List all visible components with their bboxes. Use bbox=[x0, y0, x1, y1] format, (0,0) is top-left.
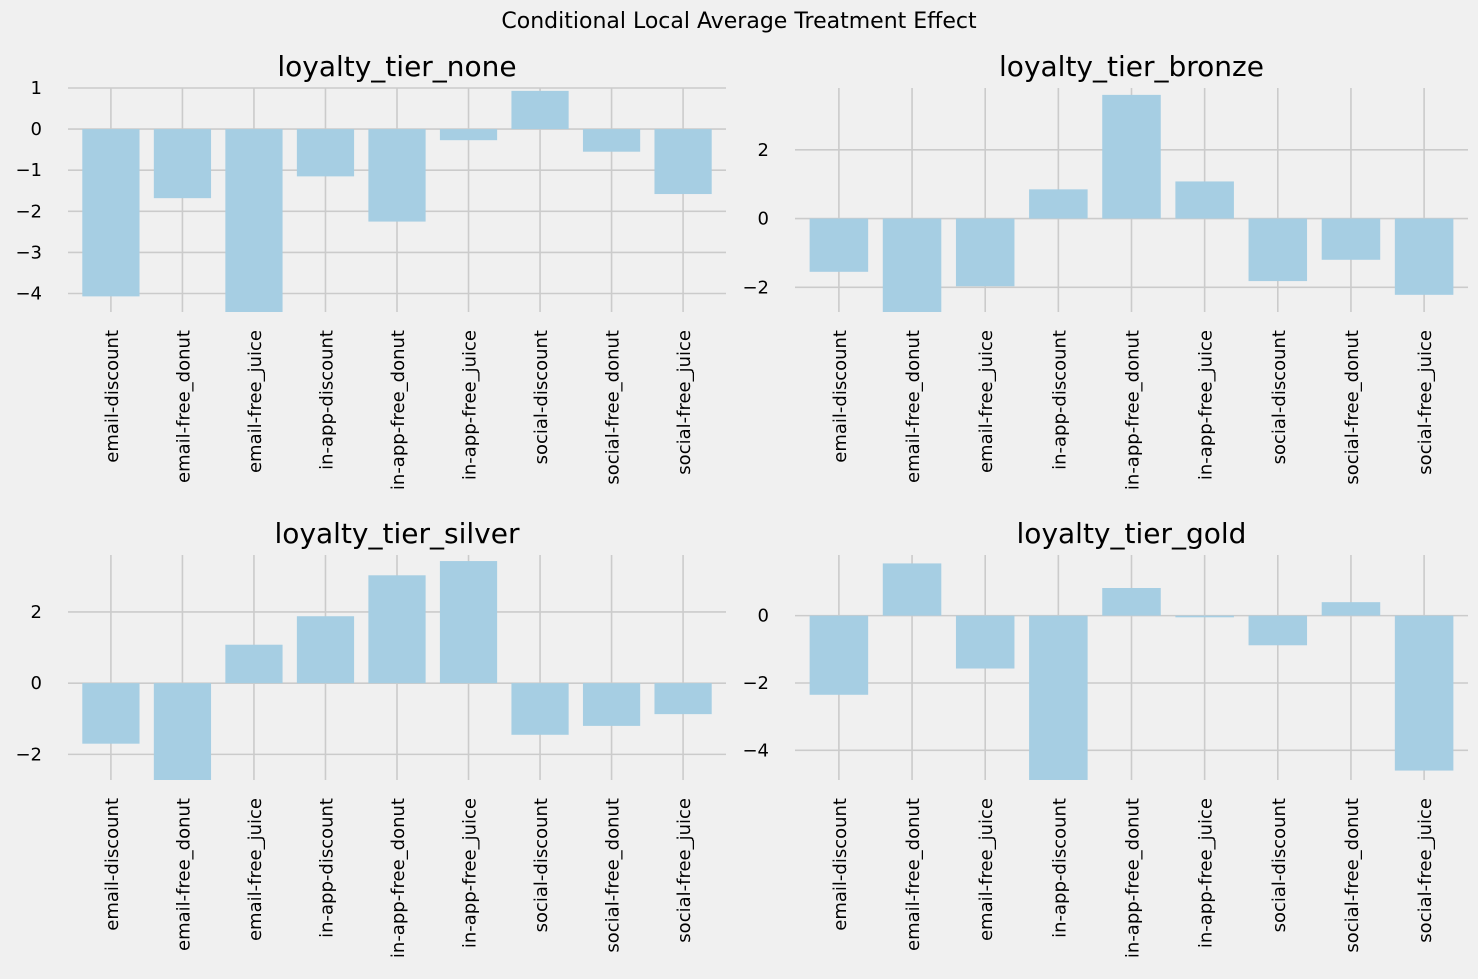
x-tick-label: in-app-discount bbox=[1049, 330, 1070, 470]
bar-social-free_juice bbox=[654, 683, 712, 715]
x-tick-label: in-app-discount bbox=[1049, 798, 1070, 938]
y-tick-label: −2 bbox=[742, 277, 769, 298]
y-tick-label: −4 bbox=[15, 284, 42, 305]
x-tick-label: in-app-free_donut bbox=[1123, 798, 1144, 958]
bar-email-free_donut bbox=[882, 563, 942, 616]
x-tick-label: email-free_juice bbox=[976, 330, 997, 473]
bar-in-app-free_donut bbox=[368, 575, 426, 684]
x-tick-label: in-app-free_juice bbox=[1196, 330, 1217, 480]
x-tick-label: email-free_juice bbox=[245, 330, 266, 473]
x-tick-label: email-discount bbox=[102, 330, 123, 463]
x-tick-label: social-free_donut bbox=[603, 330, 624, 485]
x-tick-label: email-discount bbox=[830, 330, 851, 463]
bar-email-discount bbox=[809, 615, 869, 695]
x-tick-label: social-discount bbox=[531, 330, 552, 464]
y-tick-label: −2 bbox=[15, 201, 42, 222]
bar-social-discount bbox=[511, 90, 569, 130]
x-tick-label: social-free_donut bbox=[1342, 330, 1363, 485]
x-tick-label: social-discount bbox=[1269, 798, 1290, 932]
bar-in-app-free_donut bbox=[1102, 588, 1161, 616]
y-tick-label: 0 bbox=[31, 119, 42, 140]
x-tick-label: in-app-free_juice bbox=[460, 330, 481, 480]
bar-email-discount bbox=[82, 129, 140, 297]
x-tick-label: social-free_donut bbox=[1342, 798, 1363, 953]
x-tick-label: in-app-discount bbox=[316, 798, 337, 938]
x-tick-label: email-free_juice bbox=[245, 798, 266, 941]
figure-suptitle: Conditional Local Average Treatment Effe… bbox=[501, 9, 977, 34]
subplot-1: loyalty_tier_bronze 2 0 −2 email-discount ema… bbox=[742, 50, 1468, 490]
bar-in-app-free_donut bbox=[1102, 94, 1161, 219]
bar-social-free_donut bbox=[1321, 218, 1381, 260]
bar-email-free_juice bbox=[225, 129, 283, 312]
bar-email-free_donut bbox=[153, 683, 212, 780]
subplot-title: loyalty_tier_gold bbox=[1017, 517, 1247, 550]
bar-email-free_juice bbox=[955, 615, 1015, 669]
bar-in-app-discount bbox=[296, 616, 355, 684]
bar-email-free_juice bbox=[955, 218, 1015, 287]
x-tick-label: email-free_donut bbox=[173, 330, 194, 483]
x-tick-label: email-free_juice bbox=[976, 798, 997, 941]
bar-social-free_juice bbox=[654, 129, 712, 195]
x-tick-label: email-free_donut bbox=[903, 798, 924, 951]
y-tick-label: −4 bbox=[742, 740, 769, 761]
y-tick-label: 2 bbox=[758, 140, 769, 161]
x-tick-label: social-discount bbox=[531, 798, 552, 932]
y-tick-label: 0 bbox=[758, 606, 769, 627]
x-tick-label: in-app-free_juice bbox=[1196, 798, 1217, 948]
y-tick-label: −2 bbox=[742, 673, 769, 694]
bar-email-free_juice bbox=[225, 644, 283, 684]
bar-social-free_donut bbox=[1321, 602, 1381, 616]
subplot-2: loyalty_tier_silver 2 0 −2 email-discount ema… bbox=[15, 517, 726, 958]
x-tick-label: in-app-free_juice bbox=[460, 798, 481, 948]
subplot-title: loyalty_tier_bronze bbox=[999, 50, 1264, 83]
subplot-title: loyalty_tier_none bbox=[277, 50, 516, 83]
bar-social-discount bbox=[1248, 218, 1308, 282]
bar-social-free_juice bbox=[1394, 218, 1454, 295]
x-tick-label: social-free_juice bbox=[674, 798, 695, 943]
x-tick-label: social-free_juice bbox=[1415, 330, 1436, 475]
bar-in-app-free_juice bbox=[1175, 615, 1234, 618]
bar-social-free_donut bbox=[582, 129, 641, 152]
y-tick-label: 1 bbox=[31, 78, 42, 99]
x-tick-label: social-free_donut bbox=[603, 798, 624, 953]
bar-in-app-free_juice bbox=[439, 129, 498, 141]
x-tick-label: in-app-discount bbox=[316, 330, 337, 470]
bar-email-free_donut bbox=[153, 129, 212, 199]
bar-in-app-discount bbox=[1029, 189, 1088, 219]
x-tick-label: social-free_juice bbox=[674, 330, 695, 475]
y-tick-label: 2 bbox=[31, 602, 42, 623]
x-tick-label: in-app-free_donut bbox=[1123, 330, 1144, 490]
y-tick-label: 0 bbox=[758, 209, 769, 230]
bar-in-app-free_juice bbox=[1175, 181, 1234, 219]
x-tick-label: in-app-free_donut bbox=[388, 798, 409, 958]
bar-social-free_juice bbox=[1394, 615, 1454, 771]
x-tick-label: email-free_donut bbox=[173, 798, 194, 951]
bar-social-discount bbox=[511, 683, 569, 735]
subplot-3: loyalty_tier_gold 0 −2 −4 email-discount emai… bbox=[742, 517, 1468, 958]
bar-email-discount bbox=[82, 683, 140, 744]
bar-in-app-discount bbox=[296, 129, 355, 177]
y-tick-label: −3 bbox=[15, 242, 42, 263]
x-tick-label: social-free_juice bbox=[1415, 798, 1436, 943]
bar-in-app-free_donut bbox=[368, 129, 426, 222]
x-tick-label: email-discount bbox=[102, 798, 123, 931]
bar-email-free_donut bbox=[882, 218, 942, 312]
x-tick-label: in-app-free_donut bbox=[388, 330, 409, 490]
x-tick-label: social-discount bbox=[1269, 330, 1290, 464]
y-tick-label: 0 bbox=[31, 673, 42, 694]
y-tick-label: −2 bbox=[15, 744, 42, 765]
subplot-title: loyalty_tier_silver bbox=[275, 517, 520, 550]
bar-social-free_donut bbox=[582, 683, 641, 726]
y-tick-label: −1 bbox=[15, 160, 42, 181]
x-tick-label: email-discount bbox=[830, 798, 851, 931]
bar-social-discount bbox=[1248, 615, 1308, 646]
bar-in-app-discount bbox=[1029, 615, 1088, 780]
subplot-0: loyalty_tier_none 1 0 −1 −2 −3 −4 email-discoun… bbox=[15, 50, 726, 490]
x-tick-label: email-free_donut bbox=[903, 330, 924, 483]
bar-email-discount bbox=[809, 218, 869, 272]
bar-in-app-free_juice bbox=[439, 561, 498, 684]
